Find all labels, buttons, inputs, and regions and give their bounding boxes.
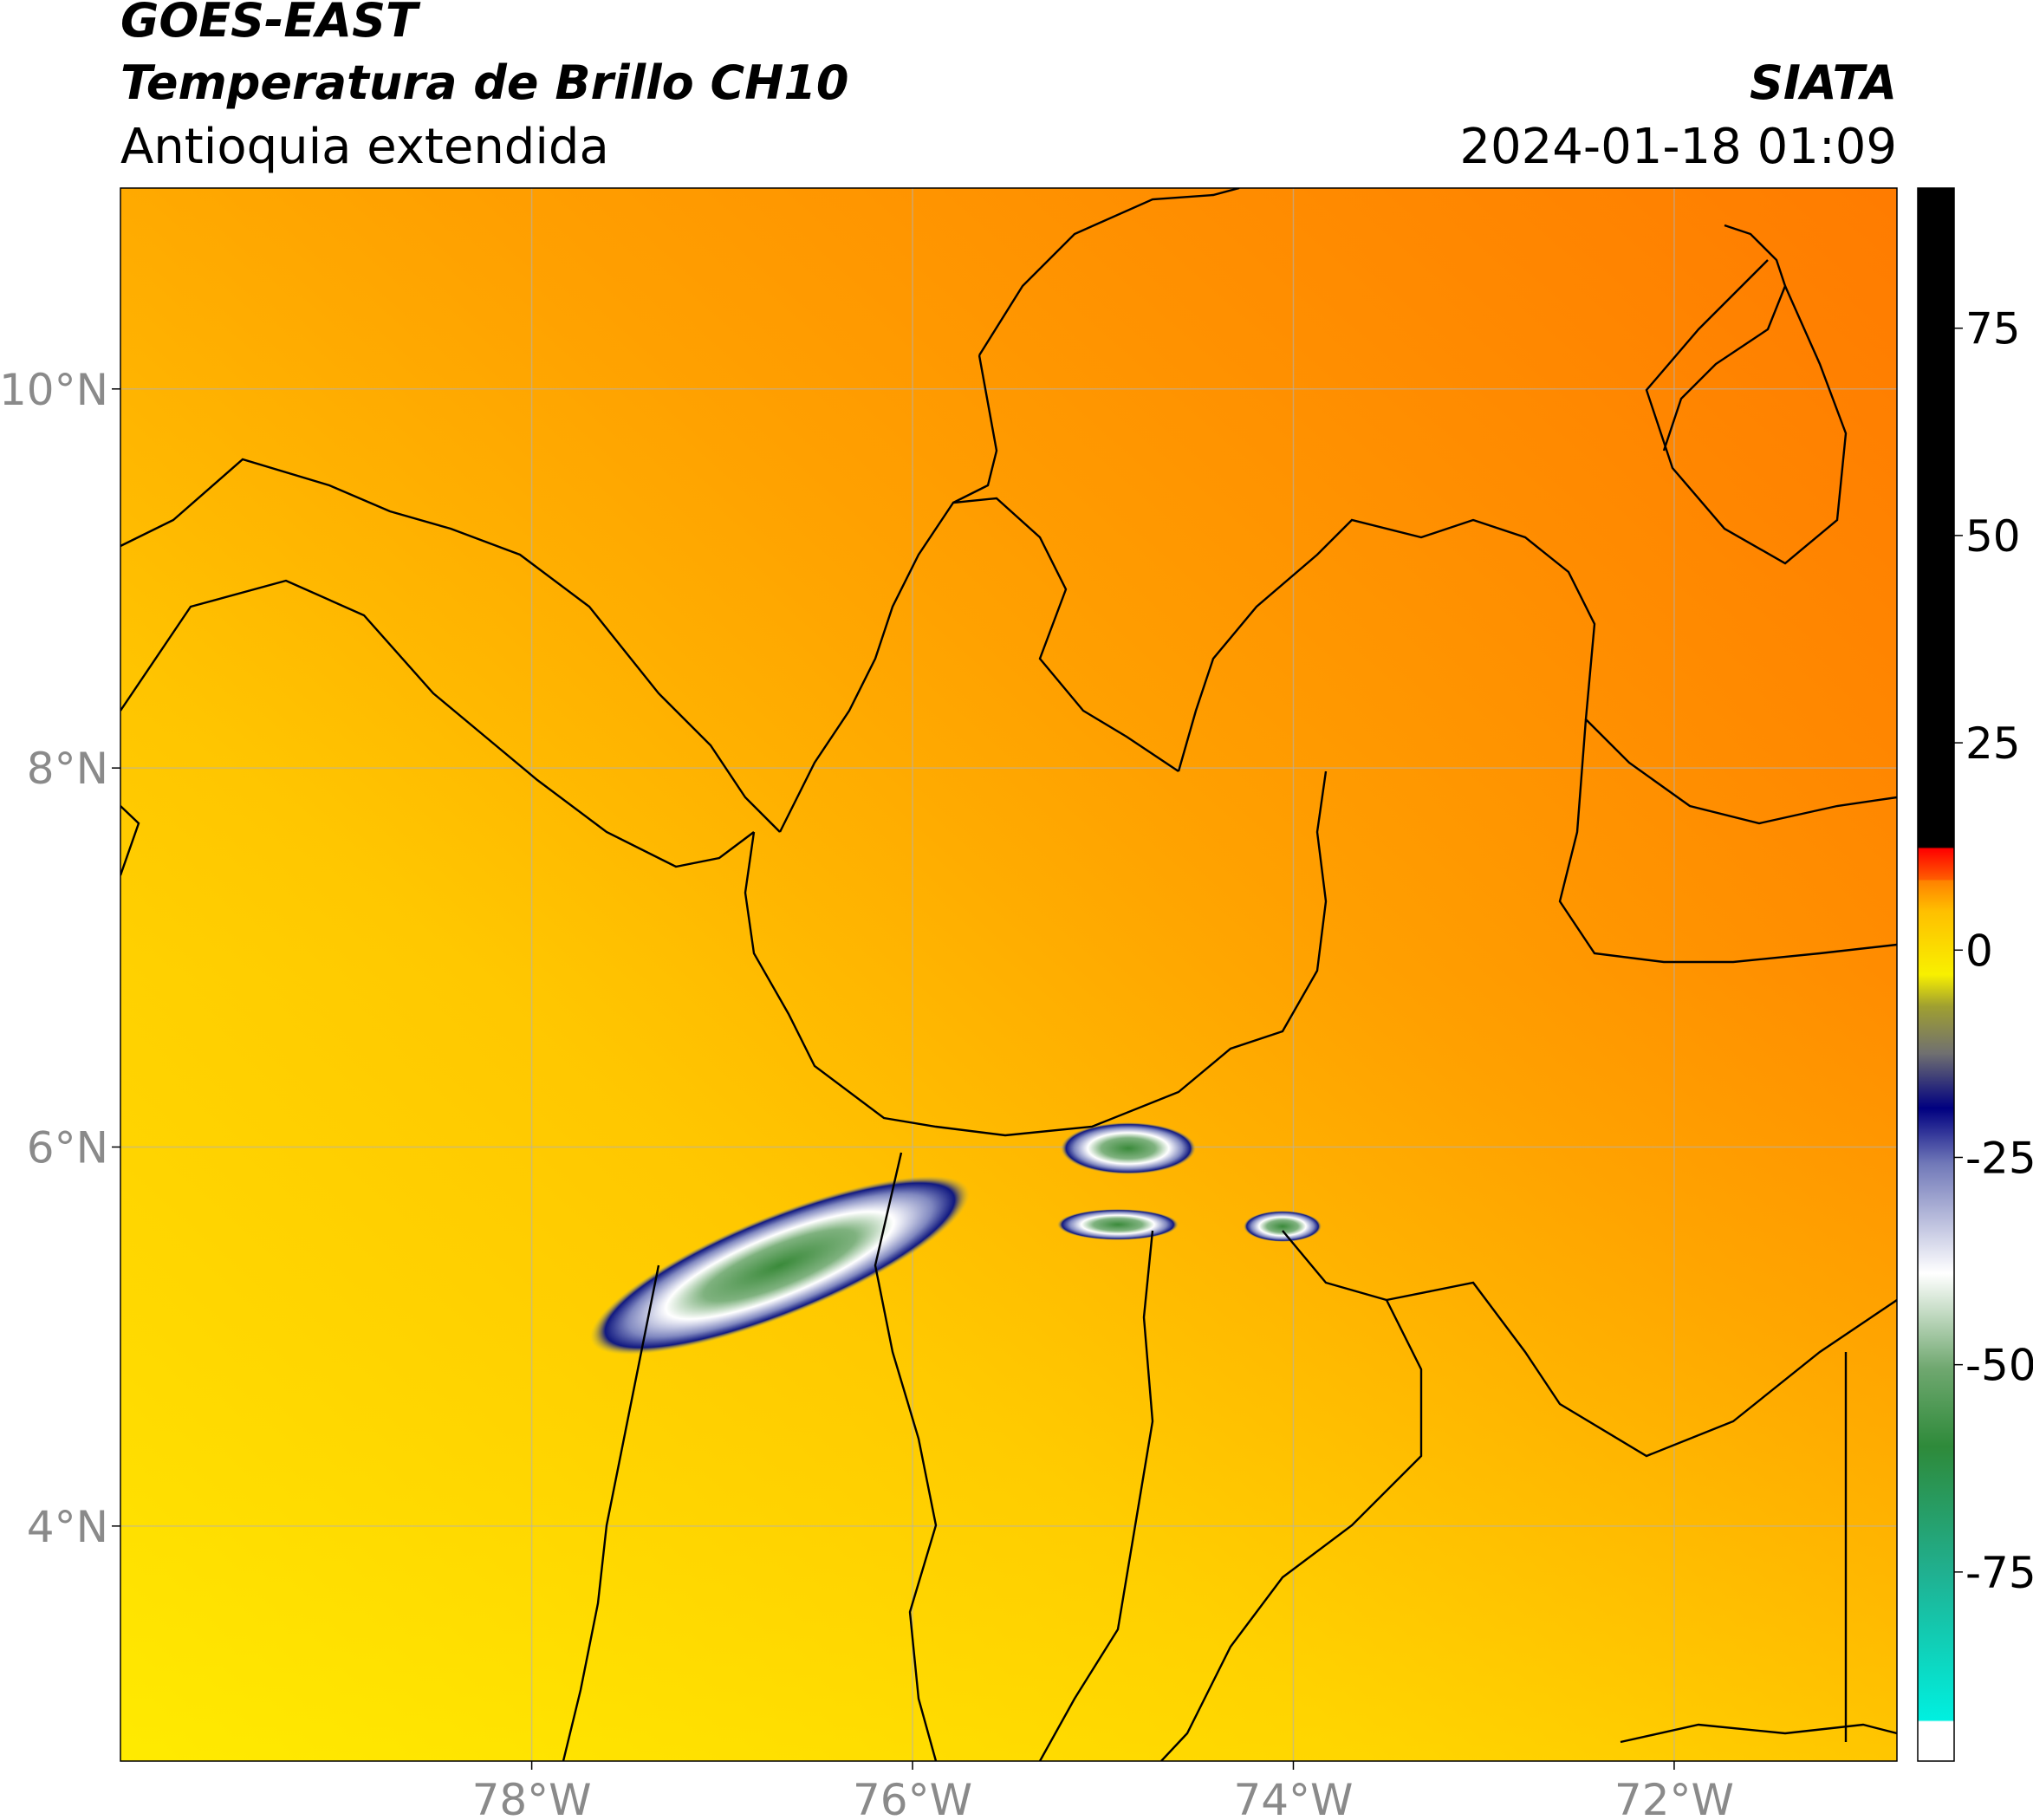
x-tick-label: 74°W [1233,1775,1353,1820]
colorbar-tick-label: -25 [1965,1133,2033,1183]
y-tick-label: 10°N [0,365,108,415]
y-tick-label: 6°N [27,1122,108,1173]
coastline [1620,1723,1897,1744]
cloud [1244,1211,1322,1242]
colorbar-tick-label: -75 [1965,1548,2033,1598]
y-tick-label: 4°N [27,1502,108,1552]
boundary [1386,1281,1897,1458]
title: GOES-EAST [120,0,421,48]
x-tick-label: 76°W [853,1775,972,1820]
coastline [120,579,755,868]
boundary [744,770,1328,1137]
boundary [778,497,1179,833]
cloud-tops [590,1122,1322,1355]
x-tick-label: 78°W [472,1775,592,1820]
boundary [1558,718,1897,964]
colorbar [1917,187,1955,1762]
grid [120,188,1897,1761]
coastline [120,805,140,876]
boundary [952,354,998,504]
datetime: 2024-01-18 01:09 [1459,119,1897,175]
colorbar-tick-label: 50 [1965,511,2021,562]
y-tick-label: 8°N [27,744,108,794]
boundary [1038,1230,1154,1761]
coastline [978,188,1240,356]
boundary [874,1152,938,1761]
temperature-shading [120,188,1897,1761]
map-frame [120,187,1898,1762]
coastline [562,1264,660,1761]
coastline [1645,259,1848,565]
cloud [1061,1122,1196,1174]
region: Antioquia extendida [120,119,609,175]
source: SIATA [1750,55,1897,110]
boundary [1177,518,1897,825]
cloud [1057,1209,1179,1240]
subtitle: Temperatura de Brillo CH10 [120,55,849,110]
coastline [120,458,781,833]
colorbar-tick-label: -50 [1965,1341,2033,1391]
map-area [120,188,1897,1761]
boundary [1160,1230,1423,1761]
coastline [1662,224,1787,452]
borders [120,188,1897,1761]
colorbar-tick-label: 0 [1965,926,1993,976]
cloud [590,1175,970,1355]
colorbar-tick-label: 25 [1965,718,2021,769]
x-tick-label: 72°W [1614,1775,1734,1820]
colorbar-tick-label: 75 [1965,304,2021,354]
